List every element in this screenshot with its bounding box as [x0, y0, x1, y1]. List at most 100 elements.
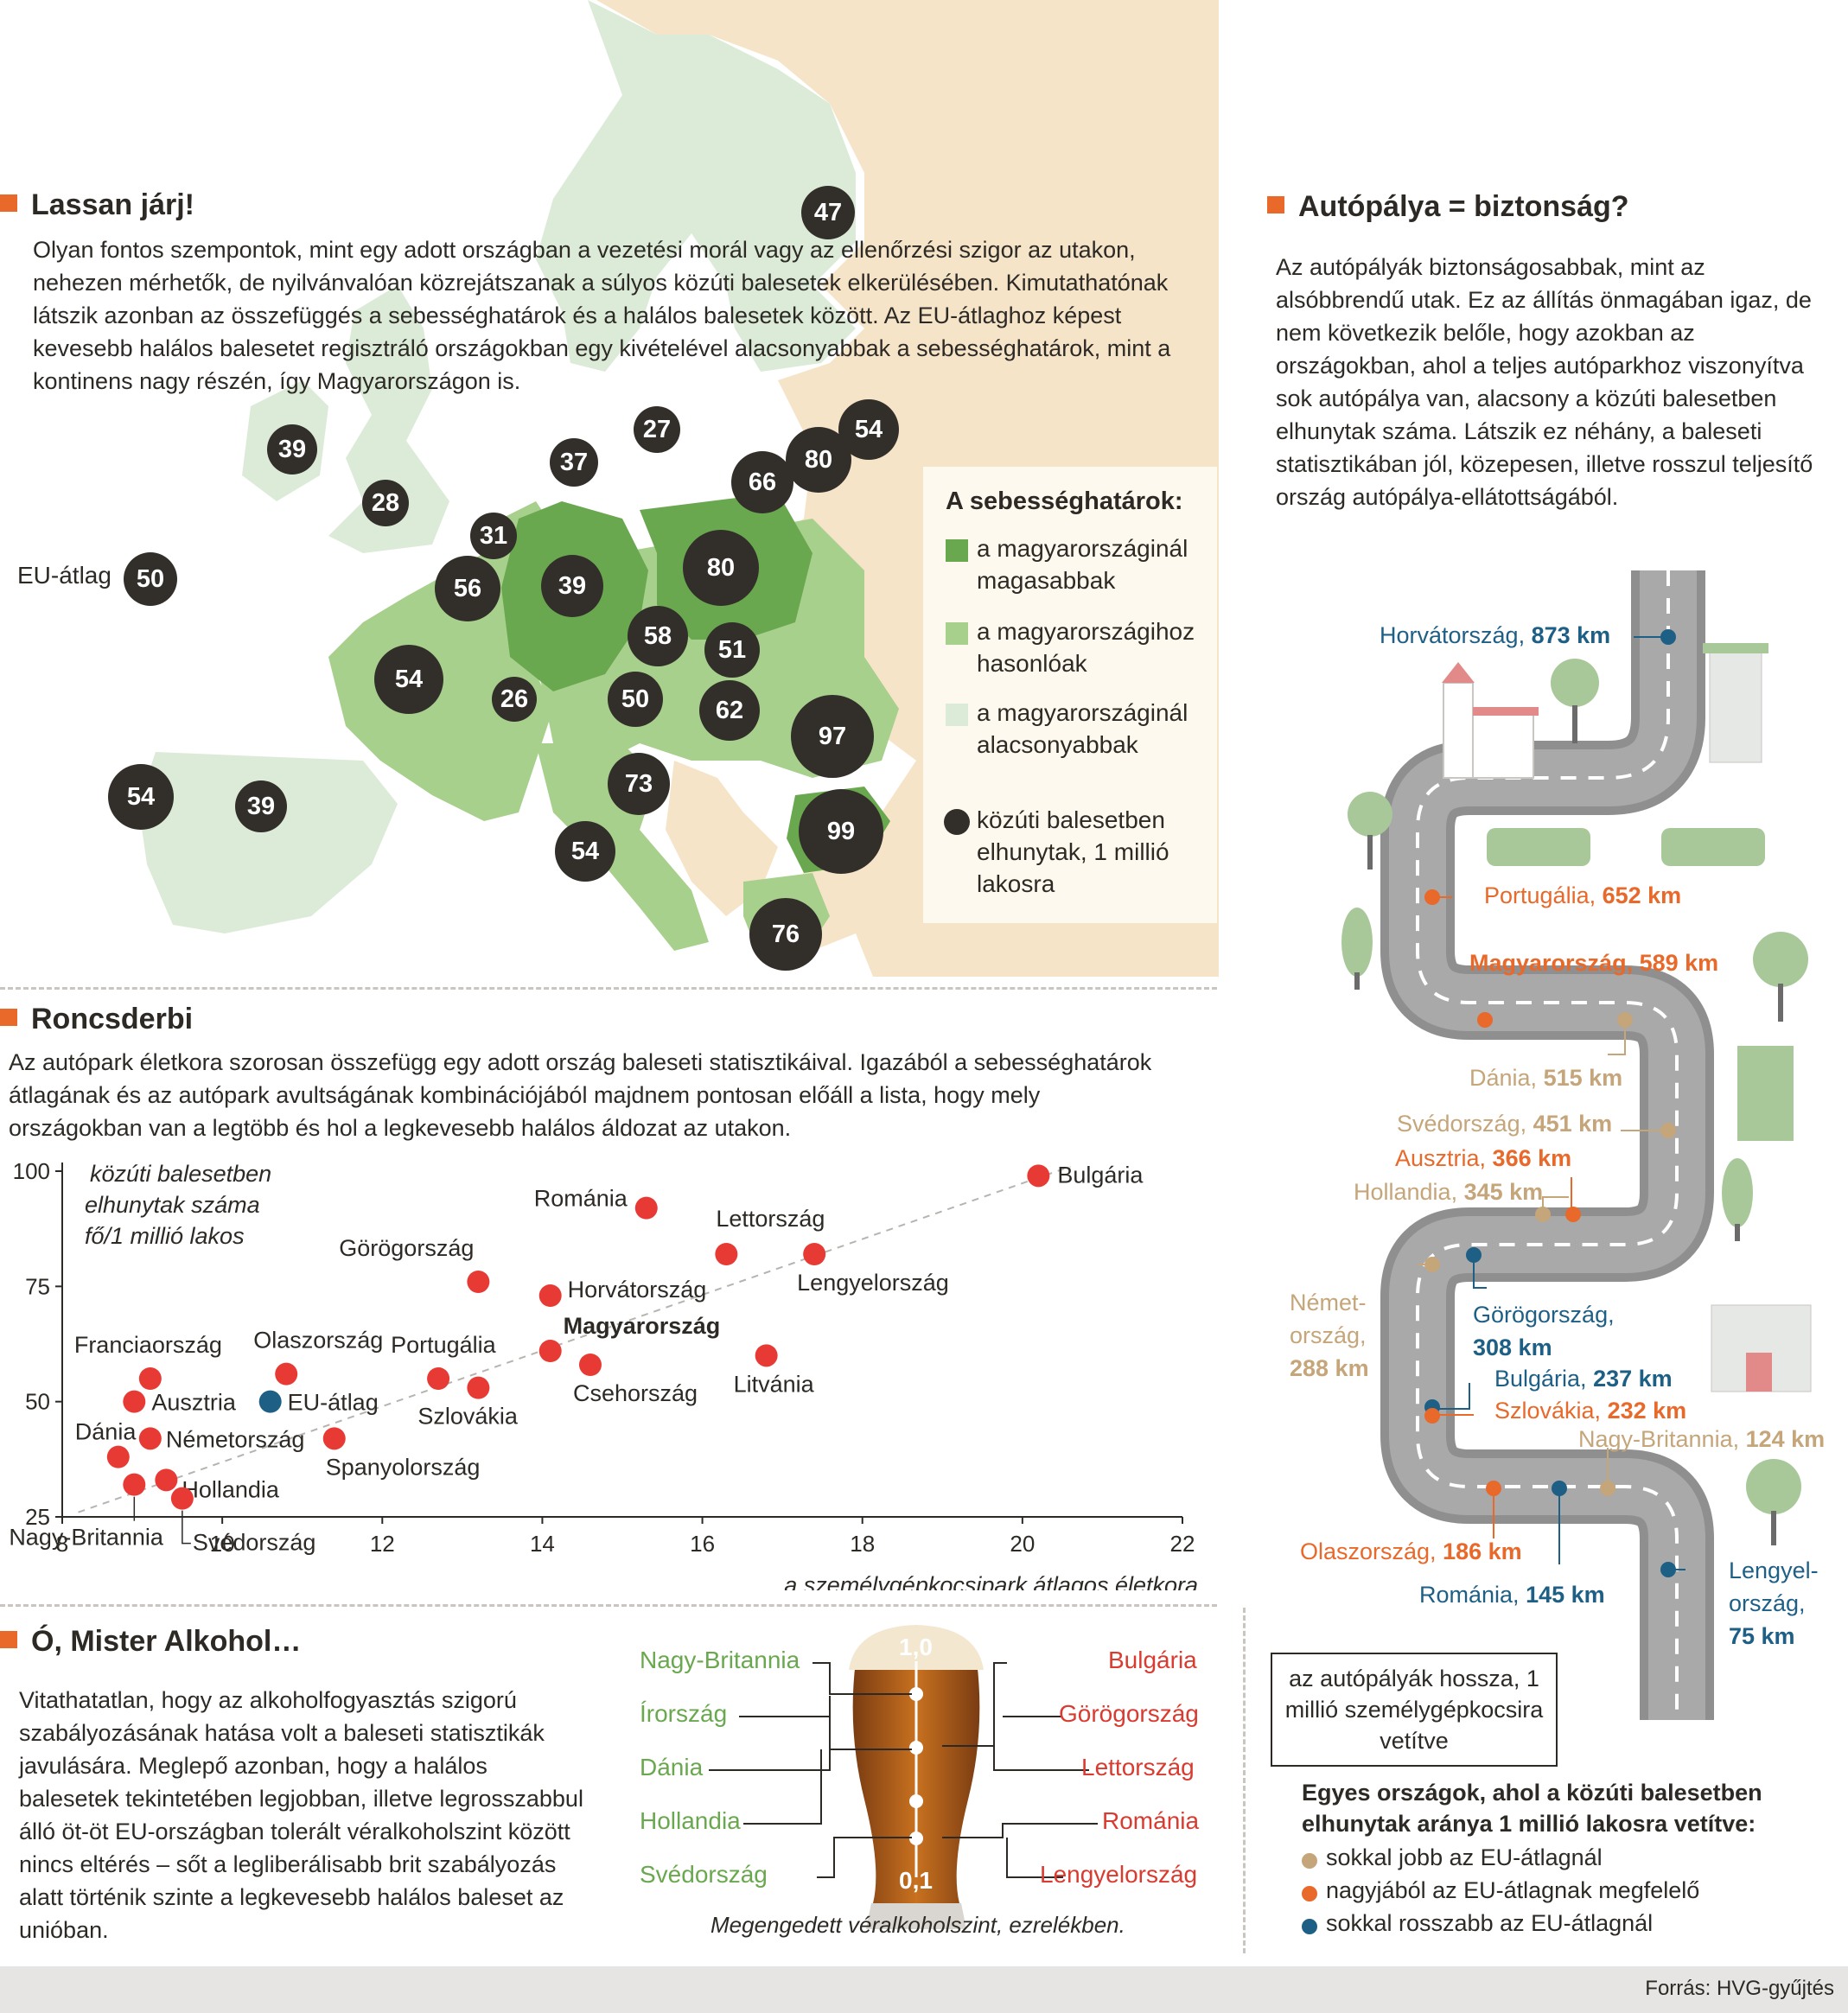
map-italy — [536, 743, 709, 951]
scatter-point — [322, 1427, 346, 1450]
alcohol-section-body: Vitathatatlan, hogy az alkoholfogyasztás… — [19, 1687, 583, 1943]
map-uk — [328, 285, 449, 553]
map-title-text: Lassan járj! — [31, 188, 194, 221]
highway-section-body: Az autópályák biztonságosabbak, mint az … — [1276, 254, 1813, 510]
point-label: Görögország — [339, 1235, 474, 1261]
point-label: Franciaország — [74, 1332, 222, 1358]
y-tick-label: 25 — [25, 1504, 50, 1530]
point-label: Szlovákia — [417, 1404, 519, 1430]
speed-legend-title: A sebességhatárok: — [946, 487, 1183, 515]
scatter-point — [106, 1445, 130, 1468]
scatter-section-body: Az autópark életkora szorosan összefügg … — [9, 1049, 1152, 1141]
beer-foam — [849, 1625, 984, 1670]
legend-swatch-similar — [946, 622, 968, 645]
point-label: Románia — [534, 1186, 628, 1212]
x-tick-label: 14 — [530, 1531, 555, 1557]
map-bubble: 97 — [791, 695, 874, 778]
highway-section-title: Autópálya = biztonság? — [1267, 190, 1629, 224]
map-bubble: 28 — [362, 480, 409, 526]
building-icon — [1703, 643, 1768, 763]
map-bubble: 51 — [704, 622, 760, 678]
point-label: Horvátország — [568, 1277, 707, 1303]
highway-unit-note: az autópályák hossza, 1 millió személygé… — [1271, 1653, 1558, 1767]
legend-lower-label: a magyarországinál alacsonyabbak — [977, 699, 1188, 758]
hedge-icon — [1661, 828, 1765, 866]
highway-label: Bulgária, 237 km — [1494, 1366, 1673, 1392]
map-bubble: 54 — [555, 821, 615, 882]
x-tick-label: 20 — [1010, 1531, 1035, 1557]
highway-label: Dánia, 515 km — [1469, 1065, 1623, 1091]
point-label: Németország — [166, 1426, 305, 1452]
map-iberia — [138, 752, 398, 933]
point-label: Dánia — [75, 1419, 137, 1445]
map-bubble: 99 — [799, 789, 883, 874]
highway-dot — [1466, 1247, 1482, 1263]
eu-avg-label: EU-átlag — [17, 562, 112, 589]
legend-dot-tan — [1302, 1853, 1317, 1869]
x-tick-label: 12 — [370, 1531, 395, 1557]
map-bubble: 31 — [470, 513, 517, 559]
tree-icon — [1348, 792, 1392, 870]
point-label: Magyarország — [564, 1313, 721, 1339]
trendline — [78, 1165, 1071, 1513]
beer-scale-dot — [909, 1741, 923, 1755]
beer-worst-country: Görögország — [1059, 1700, 1199, 1727]
highway-label: Magyarország, 589 km — [1469, 950, 1719, 976]
highway-dot — [1424, 1257, 1440, 1272]
scatter-point — [170, 1487, 194, 1510]
beer-scale-dot — [909, 1687, 923, 1701]
scatter-point — [467, 1271, 490, 1293]
scatter-point — [155, 1468, 178, 1492]
map-bubble: 62 — [699, 680, 760, 741]
highway-markers — [1418, 629, 1686, 1577]
beer-glass — [849, 1625, 984, 1929]
highway-legend-title: Egyes országok, ahol a közúti balesetben… — [1302, 1780, 1762, 1837]
highway-label: Ausztria, 366 km — [1395, 1145, 1572, 1171]
x-tick-label: 18 — [850, 1531, 875, 1557]
tree-icon — [1341, 908, 1373, 990]
map-bubble: 47 — [801, 186, 855, 239]
alcohol-title-text: Ó, Mister Alkohol… — [31, 1625, 302, 1658]
highway-dot — [1600, 1481, 1615, 1496]
highway-dot — [1565, 1207, 1581, 1222]
y-tick-label: 75 — [25, 1273, 50, 1299]
map-bubble: 26 — [492, 677, 537, 722]
highway-road — [1380, 570, 1714, 1720]
beer-best-country: Hollandia — [640, 1807, 741, 1834]
highway-dot — [1660, 629, 1676, 645]
tree-icon — [1746, 1459, 1801, 1545]
highway-legend-item: sokkal rosszabb az EU-átlagnál — [1326, 1910, 1654, 1936]
highway-scenery — [1341, 643, 1812, 1545]
y-axis-label: közúti balesetben elhunytak száma fő/1 mil… — [85, 1161, 271, 1249]
x-tick-label: 8 — [56, 1531, 68, 1557]
beer-best-country: Svédország — [640, 1861, 768, 1888]
beer-worst-country: Bulgária — [1108, 1647, 1197, 1673]
map-bubble: 54 — [374, 645, 443, 714]
map-bubble: 39 — [541, 555, 603, 617]
scatter-point — [538, 1284, 562, 1307]
highway-label: Svédország, 451 km — [1397, 1111, 1613, 1137]
x-tick-label: 22 — [1170, 1531, 1195, 1557]
building-icon — [1711, 1304, 1812, 1392]
scatter-point — [803, 1243, 826, 1265]
building-icon — [1737, 1046, 1794, 1141]
highway-dot — [1617, 1012, 1633, 1028]
highway-dot — [1660, 1562, 1676, 1577]
hedge-icon — [1487, 828, 1590, 866]
point-label: Svédország — [193, 1530, 316, 1556]
scatter-point — [275, 1362, 298, 1386]
map-bubble: 58 — [628, 606, 688, 666]
x-tick-label: 10 — [210, 1531, 235, 1557]
highway-label: Olaszország, 186 km — [1300, 1538, 1522, 1564]
point-label: Lettország — [716, 1206, 825, 1232]
highway-dot — [1535, 1207, 1551, 1222]
section-marker-icon — [0, 194, 17, 212]
section-marker-icon — [1267, 196, 1284, 213]
church-icon — [1442, 662, 1539, 779]
scatter-point — [715, 1243, 738, 1265]
map-balkan-non-eu — [666, 761, 778, 916]
scatter-point — [138, 1367, 162, 1390]
highway-label: Lengyel-ország, 75 km — [1729, 1558, 1819, 1649]
scatter-point — [123, 1473, 146, 1496]
footer-bar: Forrás: HVG-gyűjtés — [0, 1966, 1848, 2013]
